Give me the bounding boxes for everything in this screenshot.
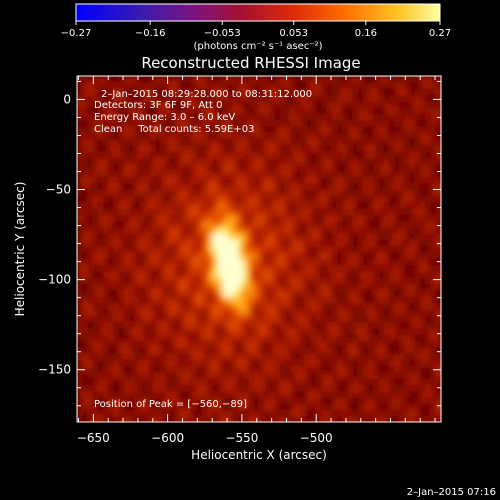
x-tick-label: −600 — [151, 431, 184, 445]
annotation-detectors: Detectors: 3F 6F 9F, Att 0 — [94, 100, 222, 111]
axis-ticks: −650 −600 −550 −500 0 −50 −100 −150 — [38, 76, 441, 445]
heatmap-image — [77, 76, 441, 422]
annotation-energy: Energy Range: 3.0 – 6.0 keV — [94, 112, 235, 123]
colorbar-tick-label: 0.053 — [279, 28, 308, 39]
y-tick-label: −50 — [46, 183, 71, 197]
colorbar-tick-label: −0.27 — [61, 28, 92, 39]
y-tick-label: 0 — [63, 92, 71, 106]
annotation-time-range: 2–Jan–2015 08:29:28.000 to 08:31:12.000 — [101, 89, 312, 100]
y-axis-label: Heliocentric Y (arcsec) — [13, 182, 27, 317]
annotation-clean: Clean Total counts: 5.59E+03 — [94, 124, 254, 135]
x-tick-label: −550 — [225, 431, 258, 445]
y-tick-label: −100 — [38, 273, 71, 287]
chart-title: Reconstructed RHESSI Image — [141, 54, 360, 72]
x-axis-label: Heliocentric X (arcsec) — [191, 448, 327, 462]
colorbar-ticks: −0.27 −0.16 −0.053 0.053 0.16 0.27 — [61, 21, 451, 39]
colorbar-tick-label: 0.16 — [355, 28, 377, 39]
x-tick-label: −650 — [77, 431, 110, 445]
x-tick-label: −500 — [300, 431, 333, 445]
colorbar-tick-label: −0.053 — [204, 28, 241, 39]
plot-frame — [76, 75, 442, 423]
annotation-peak-position: Position of Peak = [−560,−89] — [94, 399, 247, 410]
colorbar-units-label: (photons cm⁻² s⁻¹ asec⁻²) — [193, 41, 322, 52]
y-tick-label: −150 — [38, 363, 71, 377]
timestamp-label: 2–Jan–2015 07:16 — [407, 487, 496, 498]
colorbar-tick-label: 0.27 — [429, 28, 451, 39]
colorbar — [75, 3, 441, 22]
colorbar-tick-label: −0.16 — [135, 28, 166, 39]
